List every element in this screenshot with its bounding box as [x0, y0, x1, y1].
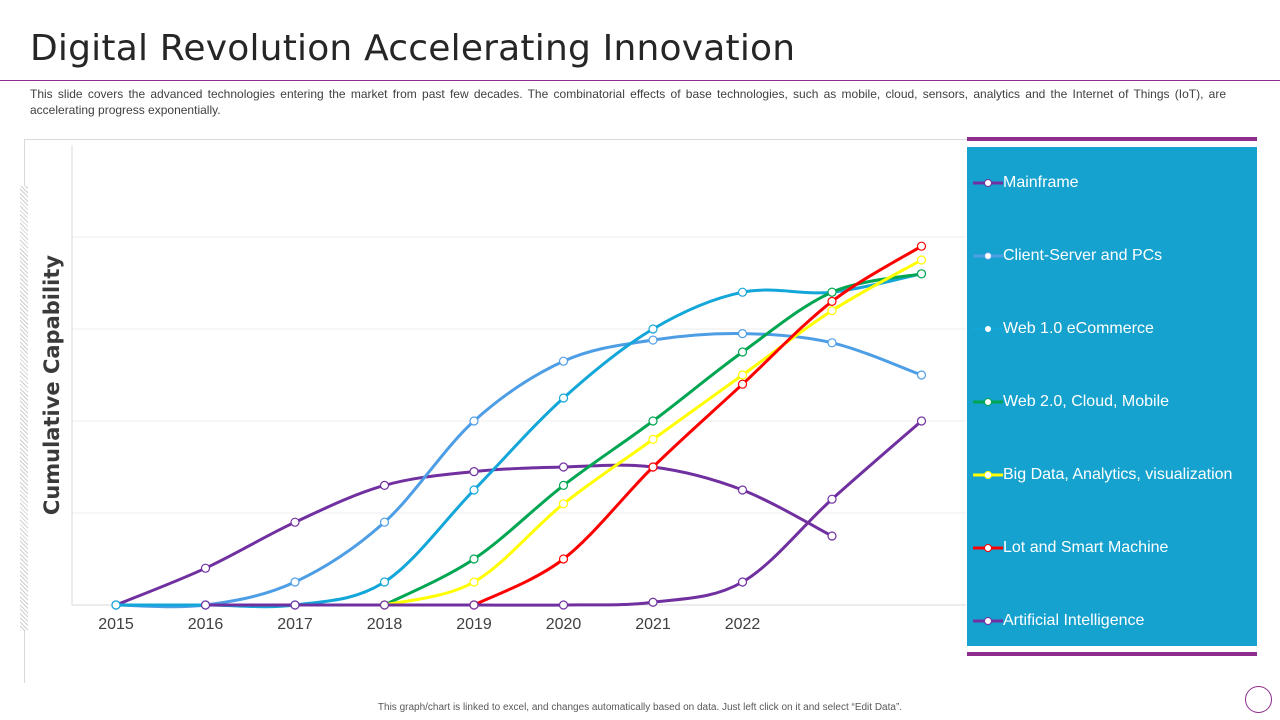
data-point-0: [290, 517, 300, 527]
legend-item[interactable]: Client-Server and PCs: [967, 244, 1257, 268]
legend-swatch-marker: [984, 398, 992, 406]
x-tick-label: 2015: [98, 616, 134, 633]
legend-item[interactable]: Web 2.0, Cloud, Mobile: [967, 390, 1257, 414]
series-line-4: [383, 258, 923, 607]
data-point-1: [916, 370, 927, 380]
legend-swatch: [973, 471, 1003, 479]
data-point-3: [916, 269, 927, 279]
x-tick-label: 2016: [188, 616, 224, 633]
series-line-1: [114, 332, 923, 609]
data-point-1: [648, 335, 658, 345]
series-line-2: [114, 272, 923, 609]
chart-hatch-decoration: [20, 186, 28, 631]
slide-title: Digital Revolution Accelerating Innovati…: [30, 28, 796, 69]
data-point-0: [827, 531, 837, 541]
legend-item[interactable]: Lot and Smart Machine: [967, 536, 1257, 560]
data-point-6: [469, 600, 479, 610]
data-point-0: [200, 563, 211, 573]
legend-label: Artificial Intelligence: [1003, 612, 1145, 629]
legend-swatch: [973, 617, 1003, 625]
data-point-0: [558, 462, 569, 472]
legend-swatch-marker: [984, 252, 992, 260]
data-point-4: [558, 499, 569, 509]
data-point-3: [469, 554, 479, 564]
legend-item[interactable]: Mainframe: [967, 171, 1257, 195]
data-point-3: [737, 347, 748, 357]
data-point-1: [379, 517, 390, 527]
legend-swatch-marker: [984, 617, 992, 625]
series-line-5: [472, 244, 923, 607]
data-point-4: [737, 370, 748, 380]
data-point-4: [916, 255, 927, 265]
data-point-6: [916, 416, 927, 426]
data-point-5: [558, 554, 569, 564]
legend-item[interactable]: Artificial Intelligence: [967, 609, 1257, 633]
data-point-1: [290, 577, 300, 587]
legend-swatch: [973, 544, 1003, 552]
data-point-4: [827, 306, 837, 316]
x-tick-label: 2021: [635, 616, 671, 633]
data-point-2: [558, 393, 569, 403]
data-point-0: [469, 467, 479, 477]
data-point-2: [648, 324, 658, 334]
data-point-2: [737, 287, 748, 297]
data-point-6: [379, 600, 390, 610]
legend-top-bar: [967, 137, 1257, 141]
title-divider: [0, 80, 1280, 81]
slide-description: This slide covers the advanced technolog…: [30, 87, 1226, 117]
legend-swatch-marker: [984, 325, 992, 333]
data-point-5: [916, 241, 927, 251]
x-tick-label: 2022: [725, 616, 761, 633]
data-point-6: [200, 600, 211, 610]
data-point-3: [827, 287, 837, 297]
data-point-6: [737, 577, 748, 587]
data-point-5: [827, 296, 837, 306]
data-point-3: [558, 480, 569, 490]
data-point-1: [827, 338, 837, 348]
footnote: This graph/chart is linked to excel, and…: [377, 702, 903, 713]
data-point-1: [469, 416, 479, 426]
data-point-5: [737, 379, 748, 389]
x-tick-label: 2017: [277, 616, 313, 633]
legend-swatch: [973, 179, 1003, 187]
x-tick-label: 2019: [456, 616, 492, 633]
legend-bottom-bar: [967, 652, 1257, 656]
x-tick-label: 2020: [546, 616, 582, 633]
legend-label: Mainframe: [1003, 174, 1079, 191]
data-point-3: [648, 416, 658, 426]
data-point-4: [469, 577, 479, 587]
data-point-1: [558, 356, 569, 366]
legend-swatch-marker: [984, 544, 992, 552]
legend-item[interactable]: Web 1.0 eCommerce: [967, 317, 1257, 341]
legend-swatch-marker: [984, 471, 992, 479]
legend-label: Client-Server and PCs: [1003, 247, 1163, 264]
x-tick-label: 2018: [367, 616, 403, 633]
data-point-5: [648, 462, 658, 472]
data-point-2: [469, 485, 479, 495]
legend-label: Web 1.0 eCommerce: [1003, 320, 1154, 337]
data-point-6: [290, 600, 300, 610]
legend-item[interactable]: Big Data, Analytics, visualization: [967, 463, 1257, 487]
legend-label: Web 2.0, Cloud, Mobile: [1003, 393, 1170, 410]
data-point-6: [558, 600, 569, 610]
data-point-6: [827, 494, 837, 504]
data-point-6: [648, 597, 658, 607]
corner-circle-icon: [1245, 686, 1272, 713]
data-point-4: [648, 434, 658, 444]
data-point-1: [737, 329, 748, 339]
data-point-0: [379, 480, 390, 490]
legend-swatch-marker: [984, 179, 992, 187]
legend-label: Lot and Smart Machine: [1003, 539, 1169, 556]
chart-legend[interactable]: Mainframe Client-Server and PCs Web 1.0 eC…: [967, 147, 1257, 646]
legend-swatch: [973, 252, 1003, 260]
legend-label: Big Data, Analytics, visualization: [1003, 466, 1233, 483]
data-point-2: [111, 600, 121, 610]
data-point-0: [737, 485, 748, 495]
data-point-2: [379, 577, 390, 587]
legend-swatch: [973, 325, 1003, 333]
legend-swatch: [973, 398, 1003, 406]
